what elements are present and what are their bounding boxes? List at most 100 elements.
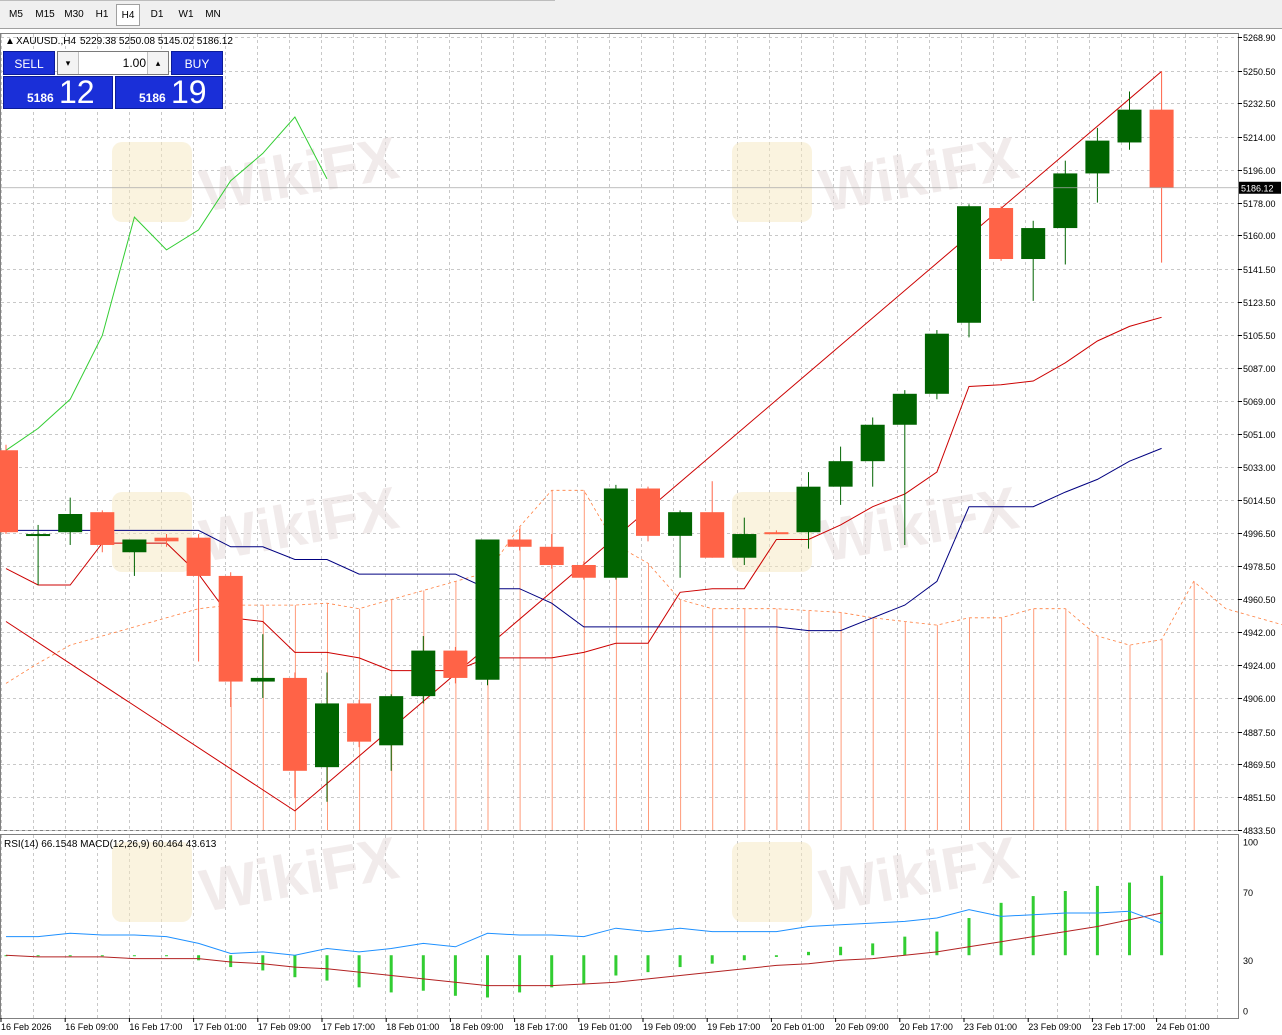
timeframe-m15-button[interactable]: M15 <box>35 9 55 20</box>
macd-histogram-bar <box>582 955 586 984</box>
bull-candle <box>250 677 275 682</box>
indicator-y-label: 30 <box>1243 956 1253 966</box>
bear-candle <box>539 546 564 565</box>
macd-histogram-bar <box>325 955 329 981</box>
bull-candle <box>411 650 436 697</box>
y-tick-label: 5232.50 <box>1243 99 1276 109</box>
buy-button[interactable]: BUY <box>171 51 223 75</box>
sell-price-pips: 12 <box>59 74 95 110</box>
bull-candle <box>732 534 757 558</box>
price-chart[interactable]: 5268.90 5250.50 5232.50 5214.00 5196.00 5178.… <box>0 30 1282 1035</box>
timeframe-m5-button[interactable]: M5 <box>9 9 23 20</box>
bull-candle <box>924 333 949 394</box>
timeframe-w1-button[interactable]: W1 <box>178 9 194 20</box>
y-tick-label: 5105.50 <box>1243 331 1276 341</box>
watermark-logo-icon <box>112 492 192 572</box>
macd-histogram-bar <box>1128 882 1131 956</box>
timeframe-h4-button[interactable]: H4 <box>116 4 140 26</box>
bull-candle <box>26 534 51 537</box>
timeframe-toolbar: M5 M15 M30 H1 H4 D1 W1 MN <box>0 0 1282 29</box>
bear-candle <box>989 208 1014 260</box>
x-tick-label: 17 Feb 01:00 <box>194 1022 247 1032</box>
x-tick-label: 19 Feb 09:00 <box>643 1022 696 1032</box>
y-tick-label: 4978.50 <box>1243 562 1276 572</box>
bear-candle <box>0 450 18 533</box>
macd-histogram-bar <box>807 951 810 956</box>
sell-button[interactable]: SELL <box>3 51 55 75</box>
y-tick-label: 4906.00 <box>1243 694 1276 704</box>
macd-histogram-bar <box>1160 875 1164 956</box>
macd-histogram-bar <box>4 955 8 957</box>
macd-histogram-bar <box>967 918 971 956</box>
y-tick-label: 4996.50 <box>1243 529 1276 539</box>
x-tick-label: 20 Feb 09:00 <box>836 1022 889 1032</box>
bull-candle <box>58 514 83 533</box>
bear-candle <box>571 564 596 578</box>
x-tick-label: 19 Feb 01:00 <box>579 1022 632 1032</box>
macd-histogram-bar <box>614 955 618 976</box>
bull-candle <box>668 512 693 536</box>
x-tick-label: 20 Feb 01:00 <box>771 1022 824 1032</box>
indicator-header: RSI(14) 66.1548 MACD(12,26,9) 60.464 43.… <box>4 839 217 850</box>
macd-histogram-bar <box>197 955 201 961</box>
x-tick-label: 20 Feb 17:00 <box>900 1022 953 1032</box>
timeframe-mn-button[interactable]: MN <box>205 9 221 20</box>
bear-candle <box>507 539 532 547</box>
bull-candle <box>1021 228 1046 260</box>
timeframe-d1-button[interactable]: D1 <box>150 9 164 20</box>
current-price-label: 5186.12 <box>1241 183 1274 193</box>
bear-candle <box>154 537 179 542</box>
buy-price-box[interactable]: 5186 19 <box>115 74 223 110</box>
y-tick-label: 4869.50 <box>1243 760 1276 770</box>
timeframe-m30-button[interactable]: M30 <box>64 9 84 20</box>
y-tick-label: 4942.00 <box>1243 628 1276 638</box>
chart-ohlc-values: 5229.38 5250.08 5145.02 5186.12 <box>80 36 233 47</box>
y-tick-label: 4960.50 <box>1243 595 1276 605</box>
lot-decrease-button[interactable]: ▾ <box>58 52 79 74</box>
bear-candle <box>218 575 243 682</box>
lot-size-field[interactable]: ▾ 1.00 ▴ <box>57 51 169 75</box>
x-tick-label: 17 Feb 17:00 <box>322 1022 375 1032</box>
x-tick-label: 23 Feb 09:00 <box>1028 1022 1081 1032</box>
timeframe-h1-button[interactable]: H1 <box>95 9 109 20</box>
bull-candle <box>1085 140 1110 174</box>
x-tick-label: 19 Feb 17:00 <box>707 1022 760 1032</box>
bear-candle <box>700 512 725 558</box>
macd-histogram-bar <box>389 955 393 993</box>
bull-candle <box>828 461 853 487</box>
macd-histogram-bar <box>999 902 1003 956</box>
macd-histogram-bar <box>518 955 522 993</box>
y-tick-label: 4887.50 <box>1243 728 1276 738</box>
macd-histogram-bar <box>293 955 297 978</box>
bear-candle <box>186 537 211 576</box>
y-tick-label: 5033.00 <box>1243 463 1276 473</box>
lot-size-input[interactable]: 1.00 <box>122 56 146 70</box>
y-tick-label: 5141.50 <box>1243 265 1276 275</box>
x-tick-label: 23 Feb 17:00 <box>1092 1022 1145 1032</box>
symbol-triangle-icon: ▲ <box>5 36 15 47</box>
macd-histogram-bar <box>1063 891 1067 956</box>
lot-increase-button[interactable]: ▴ <box>147 52 168 74</box>
bull-candle <box>122 539 147 553</box>
macd-histogram-bar <box>839 946 843 956</box>
bull-candle <box>1053 173 1078 229</box>
toolbar-top-border <box>0 0 555 1</box>
bear-candle <box>764 532 789 535</box>
bull-candle <box>1117 109 1142 143</box>
macd-histogram-bar <box>774 955 778 957</box>
watermark-logo-icon <box>112 142 192 222</box>
macd-histogram-bar <box>36 955 40 957</box>
chart-symbol-title: XAUUSD.,H4 <box>16 36 76 47</box>
y-tick-label: 4924.00 <box>1243 661 1276 671</box>
bear-candle <box>282 677 307 771</box>
sell-price-prefix: 5186 <box>27 91 54 105</box>
bear-candle <box>1149 109 1174 188</box>
macd-histogram-bar <box>229 955 233 968</box>
bear-candle <box>636 488 660 536</box>
y-tick-label: 5123.50 <box>1243 298 1276 308</box>
macd-histogram-bar <box>1031 896 1035 956</box>
x-tick-label: 16 Feb 2026 <box>1 1022 52 1032</box>
macd-histogram-bar <box>357 955 361 988</box>
sell-price-box[interactable]: 5186 12 <box>3 74 113 110</box>
y-tick-label: 5214.00 <box>1243 133 1276 143</box>
